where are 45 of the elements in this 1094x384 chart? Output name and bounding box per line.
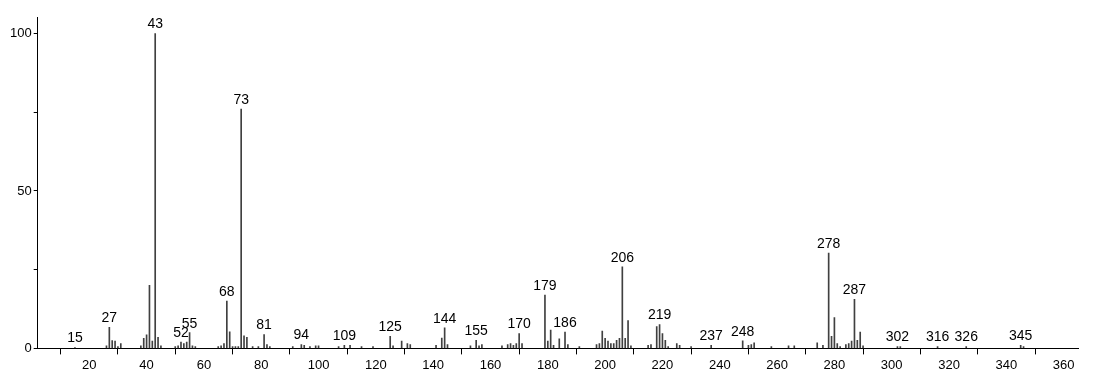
annotation: 155 — [464, 322, 489, 339]
x-tick-label: 360 — [1052, 356, 1075, 372]
annotation: 68 — [219, 283, 235, 300]
annotation: 326 — [954, 328, 979, 345]
annotation: 287 — [842, 281, 867, 298]
annotation: 15 — [67, 329, 83, 346]
x-tick-label: 320 — [938, 356, 960, 372]
x-tick-label: 40 — [139, 356, 154, 372]
annotation: 43 — [147, 15, 164, 32]
x-tick-label: 20 — [82, 356, 97, 372]
x-tick-label: 260 — [766, 356, 788, 372]
x-tick-label: 280 — [823, 356, 846, 372]
y-tick-label: 100 — [9, 25, 32, 41]
annotation: 125 — [378, 318, 403, 335]
x-tick-label: 60 — [196, 356, 212, 372]
x-tick-label: 100 — [307, 356, 330, 372]
annotation: 316 — [925, 328, 950, 345]
annotation: 109 — [332, 327, 357, 344]
annotation: 73 — [233, 90, 250, 107]
annotation: 144 — [432, 309, 457, 326]
annotation: 219 — [647, 306, 672, 323]
annotation: 170 — [507, 315, 532, 332]
annotation: 81 — [256, 316, 273, 333]
y-tick-label: 50 — [17, 182, 32, 198]
annotation: 237 — [699, 327, 724, 344]
annotation: 278 — [816, 234, 841, 251]
x-tick-label: 120 — [365, 356, 387, 372]
annotation: 345 — [1009, 327, 1033, 344]
annotation: 179 — [533, 277, 557, 294]
x-tick-label: 220 — [651, 356, 674, 372]
annotation: 186 — [553, 313, 577, 330]
x-tick-label: 180 — [536, 356, 559, 372]
annotation: 94 — [293, 326, 310, 343]
x-tick-label: 80 — [253, 356, 269, 372]
annotation: 248 — [731, 322, 755, 339]
x-tick-label: 340 — [995, 356, 1018, 372]
y-tick-label: 0 — [24, 339, 32, 355]
x-tick-label: 160 — [479, 356, 502, 372]
annotation: 302 — [885, 328, 910, 345]
x-tick-label: 140 — [422, 356, 445, 372]
x-tick-label: 240 — [708, 356, 731, 372]
annotation: 206 — [610, 248, 635, 265]
x-tick-label: 300 — [880, 356, 903, 372]
annotation: 27 — [101, 309, 118, 326]
x-tick-label: 200 — [594, 356, 616, 372]
